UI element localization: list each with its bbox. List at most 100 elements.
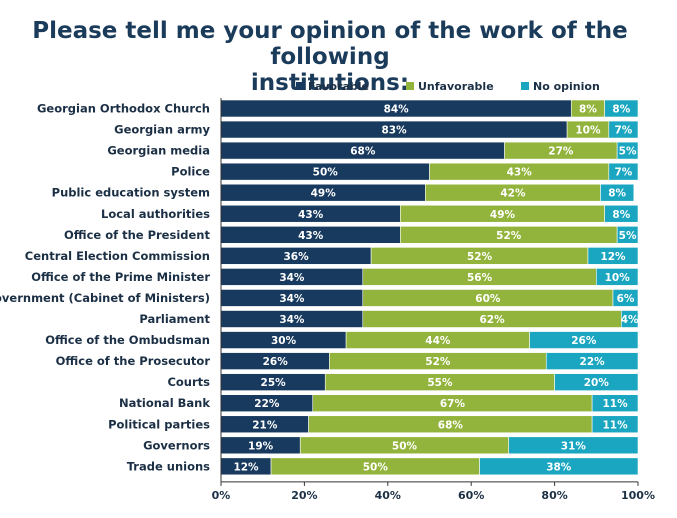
data-label: 11%	[602, 398, 628, 410]
category-label: Office of the President	[64, 228, 211, 242]
category-label: Office of the Prime Minister	[31, 270, 210, 284]
title-line-1: Please tell me your opinion of the work …	[32, 18, 628, 70]
legend-label: Favorable	[308, 80, 369, 93]
category-label: Office of the Prosecutor	[56, 354, 211, 368]
data-label: 11%	[602, 419, 628, 431]
bar-segment	[554, 373, 639, 391]
data-label: 49%	[490, 209, 516, 221]
data-label: 5%	[619, 230, 637, 242]
bar-segment	[587, 247, 639, 265]
data-label: 5%	[619, 146, 637, 158]
data-label: 8%	[579, 104, 597, 116]
data-label: 20%	[584, 377, 610, 389]
bar-segment	[529, 331, 639, 349]
legend-swatch	[521, 82, 529, 90]
data-label: 43%	[298, 230, 324, 242]
title-line-2: institutions:	[250, 70, 410, 96]
data-label: 22%	[254, 398, 280, 410]
data-label: 8%	[608, 188, 626, 200]
data-label: 42%	[500, 188, 526, 200]
category-label: Parliament	[139, 312, 210, 326]
bar-segment	[621, 310, 639, 328]
x-tick-label: 20%	[291, 489, 317, 502]
category-label: Political parties	[108, 417, 210, 431]
data-label: 34%	[279, 293, 305, 305]
data-label: 56%	[467, 272, 493, 284]
data-label: 83%	[381, 125, 407, 137]
category-label: Local authorities	[101, 207, 210, 221]
data-label: 31%	[561, 440, 587, 452]
data-label: 19%	[248, 440, 274, 452]
data-label: 12%	[600, 251, 626, 263]
data-label: 10%	[605, 272, 631, 284]
x-tick-label: 60%	[458, 489, 484, 502]
bar-segment	[545, 352, 639, 370]
data-label: 34%	[279, 272, 305, 284]
bar-segment	[612, 289, 639, 307]
category-label: Government (Cabinet of Ministers)	[0, 291, 210, 305]
bar-segment	[591, 394, 639, 413]
data-label: 22%	[580, 356, 606, 368]
legend-label: Unfavorable	[418, 80, 494, 93]
data-label: 25%	[261, 377, 287, 389]
data-label: 43%	[298, 209, 324, 221]
data-label: 52%	[425, 356, 451, 368]
bar-segment	[616, 226, 639, 244]
bar-segment	[508, 436, 639, 455]
bar-segment	[479, 457, 639, 476]
data-label: 43%	[507, 167, 533, 179]
category-label: Georgian army	[114, 123, 210, 137]
data-label: 62%	[479, 314, 505, 326]
data-label: 8%	[612, 209, 630, 221]
data-label: 50%	[313, 167, 339, 179]
data-label: 34%	[279, 314, 305, 326]
data-label: 7%	[614, 125, 632, 137]
legend-swatch	[296, 82, 304, 90]
data-label: 68%	[350, 146, 376, 158]
data-label: 36%	[283, 251, 309, 263]
bar-segment	[608, 162, 639, 181]
bar-segment	[591, 415, 639, 434]
legend-label: No opinion	[533, 80, 600, 93]
category-label: Georgian Orthodox Church	[37, 102, 210, 116]
data-label: 8%	[612, 104, 630, 116]
category-label: Office of the Ombudsman	[45, 333, 210, 347]
x-tick-label: 40%	[375, 489, 401, 502]
bar-segment	[595, 268, 639, 286]
x-tick-label: 100%	[621, 489, 655, 502]
data-label: 38%	[546, 461, 572, 473]
category-label: Central Election Commission	[25, 249, 210, 263]
x-tick-label: 80%	[541, 489, 567, 502]
bar-segment	[600, 183, 635, 202]
data-label: 4%	[621, 314, 639, 326]
data-label: 50%	[392, 440, 418, 452]
data-label: 26%	[571, 335, 597, 347]
data-label: 26%	[263, 356, 289, 368]
data-label: 67%	[440, 398, 466, 410]
bar-segment	[616, 141, 639, 160]
data-label: 49%	[311, 188, 337, 200]
category-label: Public education system	[52, 186, 210, 200]
category-label: Georgian media	[107, 144, 210, 158]
x-tick-label: 0%	[212, 489, 231, 502]
data-label: 84%	[384, 104, 410, 116]
data-label: 52%	[496, 230, 522, 242]
chart-title: Please tell me your opinion of the work …	[0, 18, 660, 96]
category-label: Trade unions	[127, 459, 210, 473]
data-label: 12%	[233, 461, 259, 473]
legend-swatch	[406, 82, 414, 90]
category-label: Courts	[167, 375, 210, 389]
bar-segment	[604, 204, 639, 223]
data-label: 7%	[614, 167, 632, 179]
data-label: 30%	[271, 335, 297, 347]
category-label: National Bank	[119, 396, 210, 410]
data-label: 55%	[427, 377, 453, 389]
data-label: 21%	[252, 419, 278, 431]
data-label: 52%	[467, 251, 493, 263]
data-label: 27%	[548, 146, 574, 158]
data-label: 10%	[575, 125, 601, 137]
bar-segment	[608, 120, 639, 139]
category-label: Police	[171, 165, 210, 179]
data-label: 68%	[438, 419, 464, 431]
